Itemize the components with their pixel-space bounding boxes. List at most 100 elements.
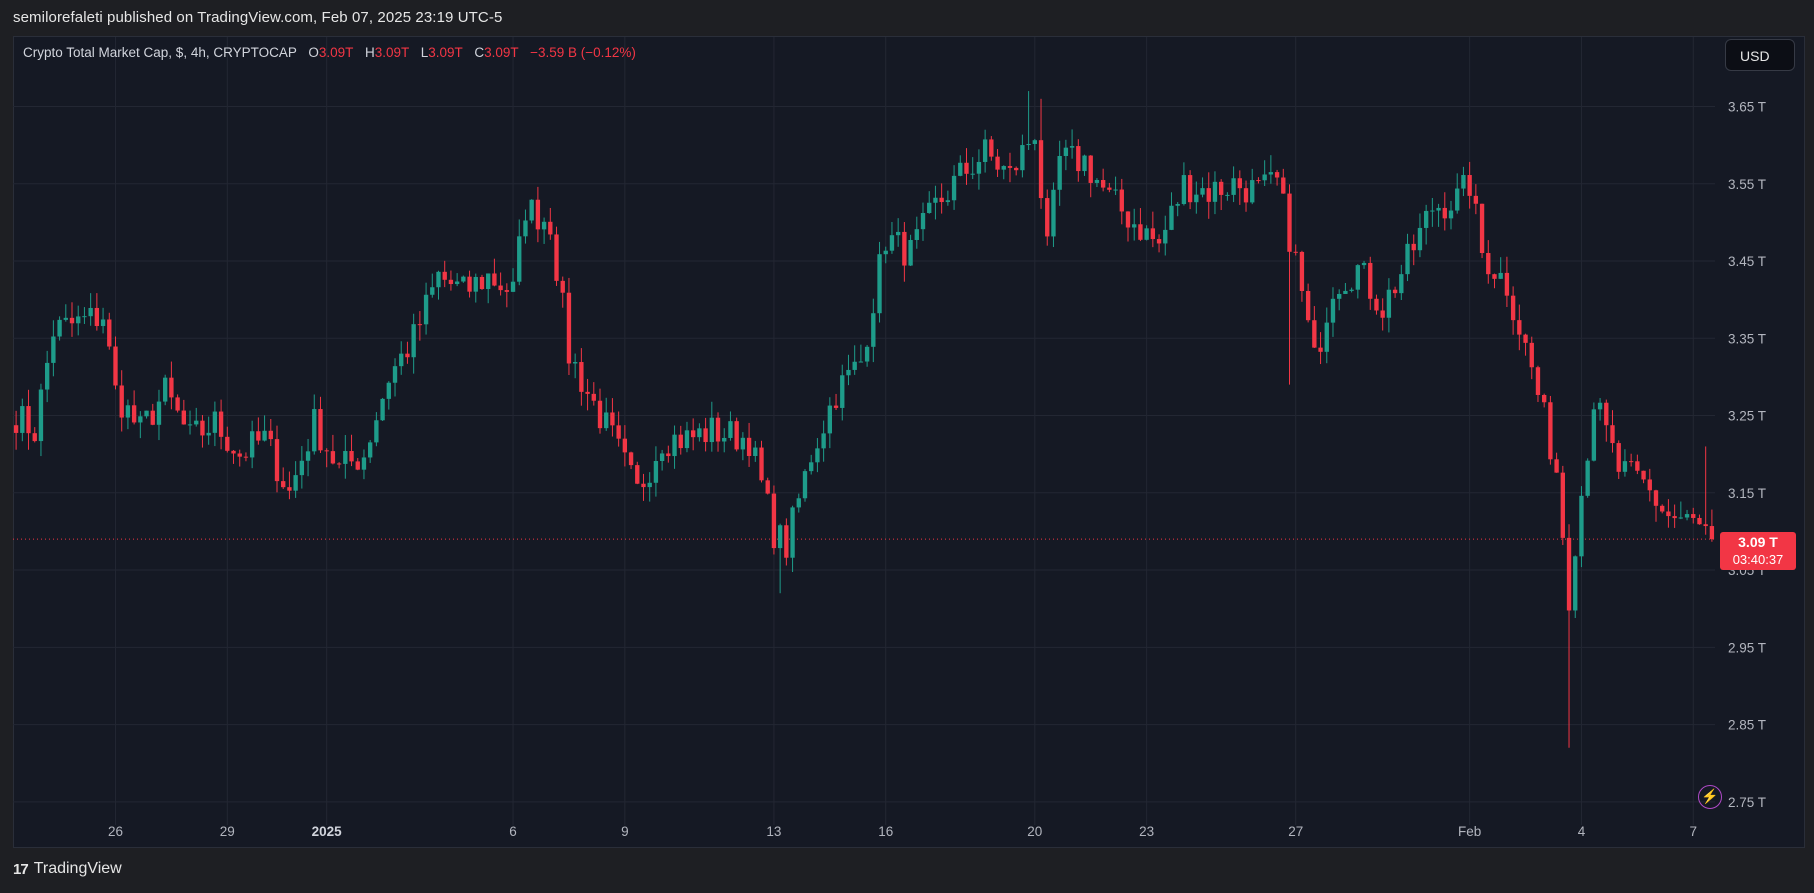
- candle-body: [1436, 207, 1441, 211]
- candle-body: [100, 319, 106, 327]
- change-value: −3.59 B (−0.12%): [530, 45, 636, 60]
- candle-body: [535, 199, 541, 230]
- candle-body: [1461, 175, 1466, 189]
- candle-body: [1678, 517, 1684, 519]
- candle-body: [243, 456, 249, 458]
- candle-body: [572, 362, 578, 364]
- lightning-bolt-icon[interactable]: ⚡: [1698, 785, 1722, 809]
- candle-body: [1305, 291, 1311, 321]
- candle-body: [32, 433, 37, 442]
- candle-body: [26, 406, 31, 434]
- candle-body: [517, 236, 522, 282]
- candle-body: [827, 405, 833, 434]
- candle-body: [486, 273, 491, 290]
- candle-body: [1448, 210, 1454, 219]
- candle-body: [1007, 166, 1013, 168]
- candle-body: [392, 366, 398, 383]
- candle-body: [448, 279, 454, 285]
- candle-body: [1411, 243, 1416, 251]
- candle-body: [1268, 172, 1274, 175]
- candle-body: [1057, 156, 1062, 190]
- candle-body: [1088, 155, 1093, 183]
- candle-body: [1318, 347, 1323, 352]
- chart-area[interactable]: [13, 36, 1805, 848]
- candle-body: [212, 411, 218, 433]
- candle-body: [548, 221, 553, 235]
- candle-body: [107, 319, 112, 347]
- candle-body: [1343, 290, 1348, 294]
- candle-body: [287, 487, 292, 491]
- candle-body: [1399, 274, 1404, 294]
- candle-body: [1138, 224, 1143, 240]
- candle-body: [641, 483, 646, 488]
- candle-body: [1666, 511, 1671, 517]
- candle-body: [852, 361, 857, 370]
- candle-body: [1200, 188, 1205, 195]
- candle-body: [461, 276, 466, 282]
- candle-body: [131, 405, 137, 423]
- candle-body: [405, 353, 410, 358]
- candle-body: [1063, 147, 1069, 157]
- candle-body: [1094, 180, 1100, 183]
- x-tick-label: 4: [1578, 824, 1586, 839]
- candle-body: [1218, 181, 1224, 195]
- y-tick-label: 3.25 T: [1728, 409, 1766, 424]
- low-value: 3.09T: [428, 45, 463, 60]
- candle-body: [1262, 174, 1267, 181]
- candle-body: [361, 457, 367, 470]
- candle-body: [889, 235, 895, 251]
- candle-body: [871, 313, 876, 347]
- candle-body: [1542, 394, 1547, 403]
- currency-button[interactable]: USD: [1725, 39, 1795, 71]
- candle-body: [970, 173, 975, 175]
- x-tick-label: 13: [766, 824, 781, 839]
- candle-body: [63, 317, 68, 320]
- candle-body: [914, 229, 919, 240]
- candle-body: [1573, 556, 1578, 611]
- candle-body: [411, 324, 416, 358]
- time-axis: 26 29 2025 6 9 13 16 20 23 27 Feb 4 7: [108, 824, 1697, 839]
- candle-body: [927, 202, 932, 214]
- x-tick-label: 26: [108, 824, 123, 839]
- candle-body: [777, 525, 783, 549]
- bar-countdown: 03:40:37: [1732, 552, 1784, 567]
- candle-body: [479, 276, 485, 290]
- candle-body: [38, 389, 44, 442]
- candle-body: [94, 307, 100, 327]
- candle-body: [125, 405, 131, 418]
- candle-body: [1194, 194, 1199, 203]
- candle-body: [877, 254, 882, 314]
- candle-body: [902, 231, 907, 266]
- candle-body: [784, 525, 789, 558]
- candle-body: [1585, 460, 1590, 496]
- candle-body: [883, 250, 888, 255]
- candle-body: [560, 280, 565, 293]
- candle-body: [722, 437, 727, 442]
- candle-body: [821, 433, 826, 449]
- candle-body: [684, 430, 690, 449]
- candle-body: [1647, 479, 1652, 491]
- candle-body: [510, 281, 516, 292]
- candle-body: [330, 451, 336, 464]
- candle-body: [206, 432, 211, 436]
- candle-body: [579, 362, 584, 392]
- candle-body: [945, 200, 951, 203]
- candle-body: [82, 316, 87, 318]
- candle-body: [88, 307, 93, 317]
- tradingview-wordmark: TradingView: [33, 860, 122, 877]
- footer-brand[interactable]: 17 TradingView: [13, 860, 122, 878]
- candle-body: [796, 498, 801, 508]
- x-tick-label: 6: [509, 824, 517, 839]
- candle-body: [399, 353, 404, 367]
- candle-body: [343, 451, 348, 464]
- x-tick-label: 2025: [312, 824, 343, 839]
- candle-body: [1169, 205, 1174, 230]
- candle-body: [225, 436, 230, 451]
- candle-body: [1380, 310, 1385, 318]
- candle-body: [1107, 187, 1112, 190]
- candle-body: [430, 287, 435, 295]
- candle-body: [1032, 140, 1037, 144]
- candle-body: [802, 471, 808, 499]
- y-tick-label: 3.55 T: [1728, 177, 1766, 192]
